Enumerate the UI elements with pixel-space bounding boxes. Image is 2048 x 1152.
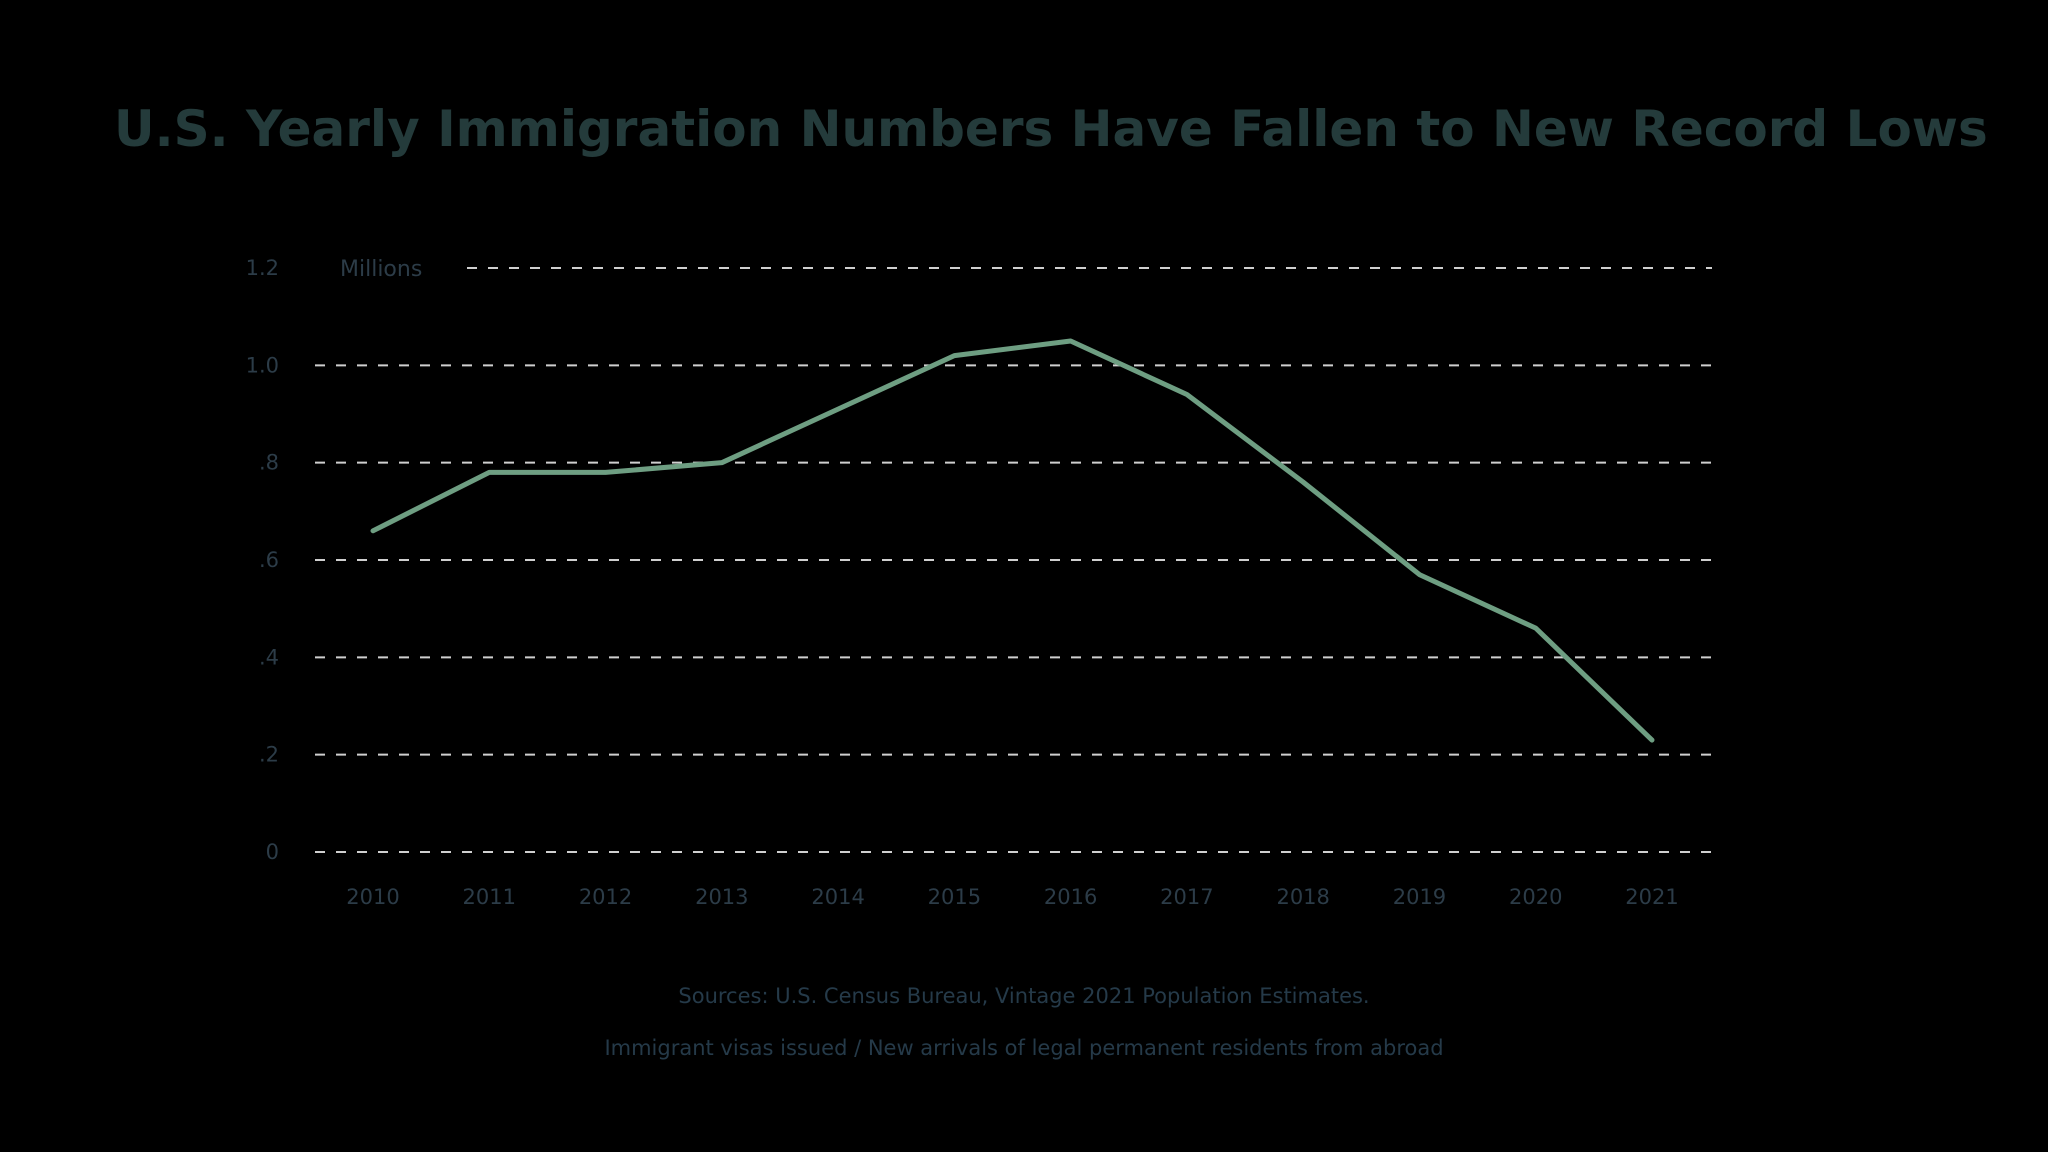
y-tick-label: 0 bbox=[266, 840, 279, 864]
data-point bbox=[1070, 340, 1072, 342]
data-point bbox=[372, 530, 374, 532]
x-tick-label: 2021 bbox=[1625, 885, 1678, 909]
x-tick-label: 2017 bbox=[1160, 885, 1213, 909]
data-point bbox=[721, 462, 723, 464]
y-tick-label: .6 bbox=[259, 548, 279, 572]
x-tick-label: 2019 bbox=[1393, 885, 1446, 909]
subtitle-note: Immigrant visas issued / New arrivals of… bbox=[604, 1036, 1444, 1060]
data-point bbox=[1302, 481, 1304, 483]
x-tick-label: 2012 bbox=[579, 885, 632, 909]
data-point bbox=[1418, 574, 1420, 576]
data-point bbox=[1186, 394, 1188, 396]
data-point bbox=[1651, 739, 1653, 741]
data-point bbox=[605, 471, 607, 473]
y-tick-label: 1.2 bbox=[246, 256, 279, 280]
gridlines bbox=[315, 267, 1712, 853]
x-tick-label: 2016 bbox=[1044, 885, 1097, 909]
y-tick-label: 1.0 bbox=[246, 353, 279, 377]
data-point bbox=[837, 408, 839, 410]
x-tick-label: 2018 bbox=[1276, 885, 1329, 909]
source-note: Sources: U.S. Census Bureau, Vintage 202… bbox=[678, 984, 1370, 1008]
y-tick-label: .8 bbox=[259, 451, 279, 475]
x-tick-label: 2011 bbox=[463, 885, 516, 909]
x-tick-label: 2014 bbox=[811, 885, 864, 909]
y-axis-unit-label: Millions bbox=[340, 257, 422, 282]
x-tick-label: 2015 bbox=[928, 885, 981, 909]
series-line bbox=[370, 338, 1655, 743]
x-tick-label: 2010 bbox=[346, 885, 399, 909]
chart-title: U.S. Yearly Immigration Numbers Have Fal… bbox=[114, 100, 1988, 158]
y-tick-label: .2 bbox=[259, 743, 279, 767]
data-point bbox=[953, 355, 955, 357]
data-point bbox=[1535, 627, 1537, 629]
x-tick-label: 2020 bbox=[1509, 885, 1562, 909]
y-axis-ticks: 0 .2 .4 .6 .8 1.0 1.2 bbox=[246, 256, 279, 864]
y-tick-label: .4 bbox=[259, 645, 279, 669]
series-lines bbox=[370, 338, 1655, 743]
data-point bbox=[488, 471, 490, 473]
x-axis-ticks: 2010 2011 2012 2013 2014 2015 2016 2017 2018 2019… bbox=[346, 885, 1678, 909]
x-tick-label: 2013 bbox=[695, 885, 748, 909]
